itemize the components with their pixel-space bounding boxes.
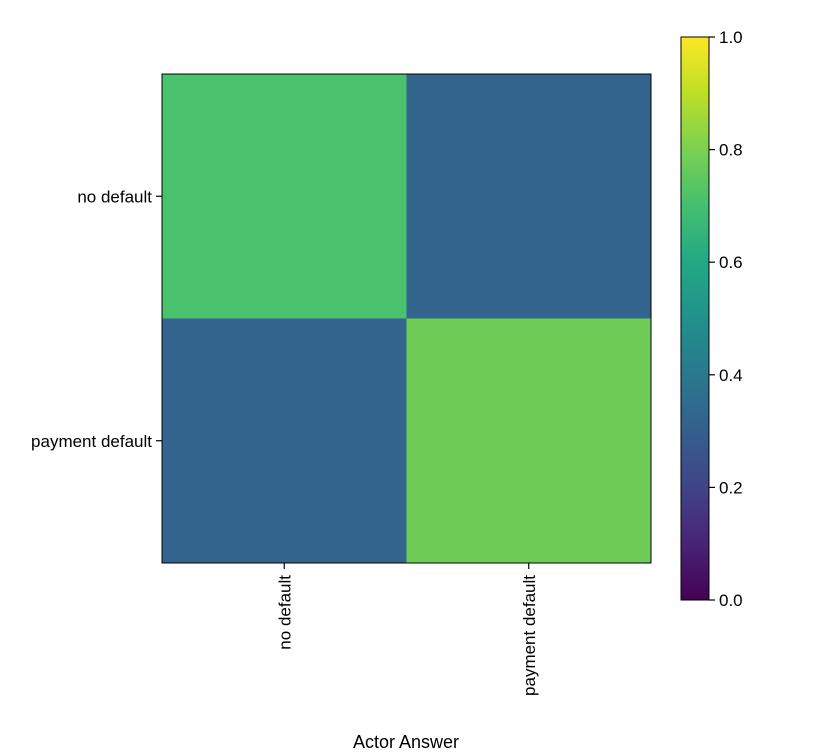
x-axis: no default payment default <box>275 563 539 696</box>
x-tick-label: no default <box>275 575 294 650</box>
y-tick-label: no default <box>77 187 152 206</box>
colorbar-tick-label: 0.6 <box>719 253 743 272</box>
colorbar-tick-label: 1.0 <box>719 28 743 47</box>
colorbar: 0.0 0.2 0.4 0.6 0.8 1.0 <box>680 28 743 610</box>
x-axis-label: Actor Answer <box>353 732 459 752</box>
heatmap-cell <box>162 74 407 319</box>
colorbar-tick-label: 0.4 <box>719 366 743 385</box>
plot-frame <box>161 73 652 564</box>
x-tick-label: payment default <box>520 575 539 696</box>
heatmap-cell <box>162 318 407 564</box>
y-tick-label: payment default <box>31 432 152 451</box>
colorbar-tick-label: 0.8 <box>719 141 743 160</box>
colorbar-tick-label: 0.0 <box>719 591 743 610</box>
heatmap-cell <box>406 318 652 564</box>
colorbar-tick-label: 0.2 <box>719 478 743 497</box>
colorbar-ticks: 0.0 0.2 0.4 0.6 0.8 1.0 <box>709 28 743 610</box>
heatmap-cells <box>162 74 652 564</box>
colorbar-gradient <box>680 36 710 601</box>
heatmap-cell <box>406 74 652 319</box>
y-axis: no default payment default <box>31 187 162 451</box>
